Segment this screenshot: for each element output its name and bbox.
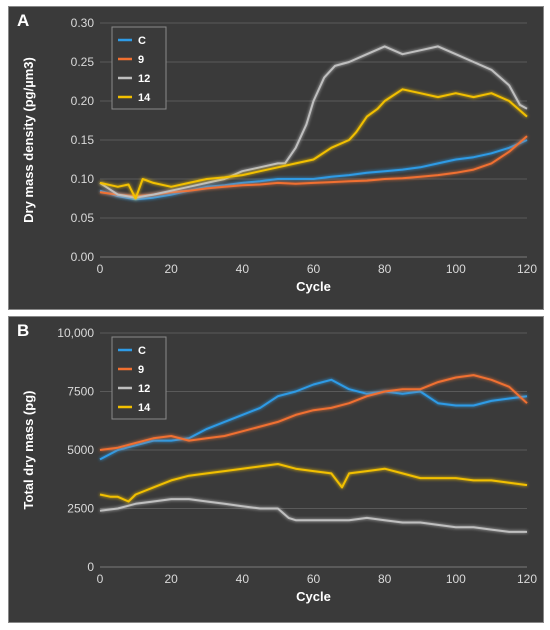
panel-b: B 0 2500 5000 7500 10,000 0 20 40 60 80 100 120 Cycl… <box>8 316 544 623</box>
y-tick-label: 2500 <box>67 502 94 516</box>
y-tick-label: 0.10 <box>71 172 95 186</box>
panel-letter: B <box>17 321 30 340</box>
x-axis-title: Cycle <box>296 279 331 294</box>
y-tick-label: 0.05 <box>71 211 95 225</box>
x-tick-label: 120 <box>517 262 537 276</box>
y-tick-label: 5000 <box>67 443 94 457</box>
series-line-12 <box>99 45 528 199</box>
x-tick-label: 100 <box>446 572 466 586</box>
x-tick-label: 40 <box>236 572 250 586</box>
legend-label: C <box>138 345 146 357</box>
y-tick-label: 0.20 <box>71 94 95 108</box>
x-tick-label: 80 <box>378 572 392 586</box>
y-tick-label: 0.15 <box>71 133 95 147</box>
panel-a: A 0.00 0.05 0.10 0.15 0.20 0.25 0.30 0 20 40 60 80 1… <box>8 6 544 310</box>
x-tick-label: 20 <box>164 572 178 586</box>
panel-letter: A <box>17 11 30 30</box>
x-axis-title: Cycle <box>296 589 331 604</box>
y-tick-label: 0.30 <box>71 16 95 30</box>
y-axis-title: Dry mass density (pg/µm3) <box>21 57 36 223</box>
y-tick-label: 7500 <box>67 385 94 399</box>
series-line-C <box>99 378 528 461</box>
x-tick-label: 20 <box>164 262 178 276</box>
x-tick-label: 60 <box>307 572 321 586</box>
legend-label: 14 <box>138 92 151 104</box>
x-tick-label: 80 <box>378 262 392 276</box>
x-tick-label: 60 <box>307 262 321 276</box>
legend-label: 14 <box>138 402 151 414</box>
x-tick-label: 40 <box>236 262 250 276</box>
series-line-C <box>99 139 528 201</box>
series-line-9 <box>99 135 528 198</box>
legend-label: 12 <box>138 383 150 395</box>
y-axis-title: Total dry mass (pg) <box>21 391 36 510</box>
x-tick-label: 0 <box>97 262 104 276</box>
x-tick-label: 120 <box>517 572 537 586</box>
legend-label: C <box>138 35 146 47</box>
legend-label: 9 <box>138 364 144 376</box>
y-tick-label: 0 <box>87 560 94 574</box>
series-line-14 <box>99 88 528 200</box>
series-line-9 <box>99 374 528 451</box>
y-tick-label: 0.00 <box>71 250 95 264</box>
x-tick-label: 100 <box>446 262 466 276</box>
series-line-12 <box>99 498 527 533</box>
legend-label: 12 <box>138 73 150 85</box>
y-tick-label: 10,000 <box>57 326 94 340</box>
y-tick-label: 0.25 <box>71 55 95 69</box>
series-line-14 <box>99 463 528 503</box>
x-tick-label: 0 <box>97 572 104 586</box>
chart-a: 0.00 0.05 0.10 0.15 0.20 0.25 0.30 0 20 40 60 80 100… <box>21 16 537 294</box>
legend-label: 9 <box>138 54 144 66</box>
chart-b: 0 2500 5000 7500 10,000 0 20 40 60 80 100 120 Cycle T… <box>21 326 537 604</box>
